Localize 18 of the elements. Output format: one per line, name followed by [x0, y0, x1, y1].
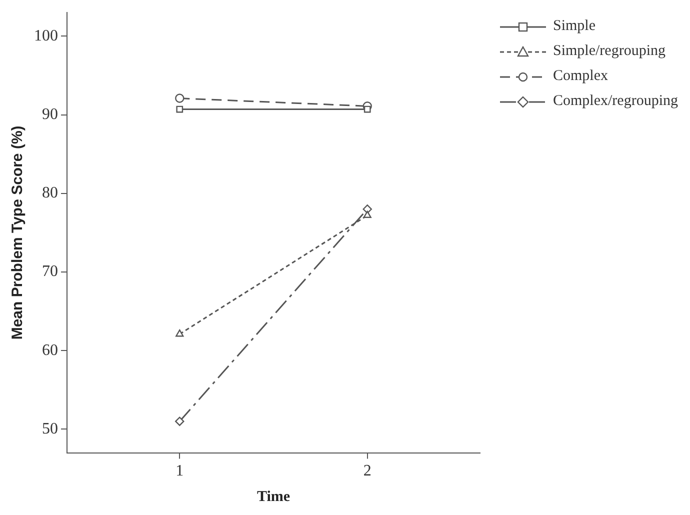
y-tick-label: 90 — [42, 106, 58, 123]
point — [175, 94, 184, 103]
legend-label: Simple — [553, 18, 596, 35]
y-tick-label: 60 — [42, 342, 58, 359]
point — [176, 106, 184, 113]
y-axis-title: Mean Problem Type Score (%) — [9, 126, 26, 340]
x-axis-title: Time — [256, 488, 290, 505]
point — [364, 106, 371, 113]
x-tick-label: 1 — [176, 462, 184, 480]
point — [175, 416, 184, 426]
y-tick-label: 50 — [42, 420, 58, 438]
legend-label: Complex/regrouping — [553, 93, 678, 110]
y-tick-label: 80 — [42, 184, 58, 202]
y-tick-label: 70 — [42, 263, 58, 280]
y-tick-label: 100 — [34, 27, 58, 44]
legend-label: Complex — [553, 68, 608, 85]
x-tick-label: 2 — [363, 462, 372, 480]
legend-label: Simple/regrouping — [553, 43, 666, 60]
